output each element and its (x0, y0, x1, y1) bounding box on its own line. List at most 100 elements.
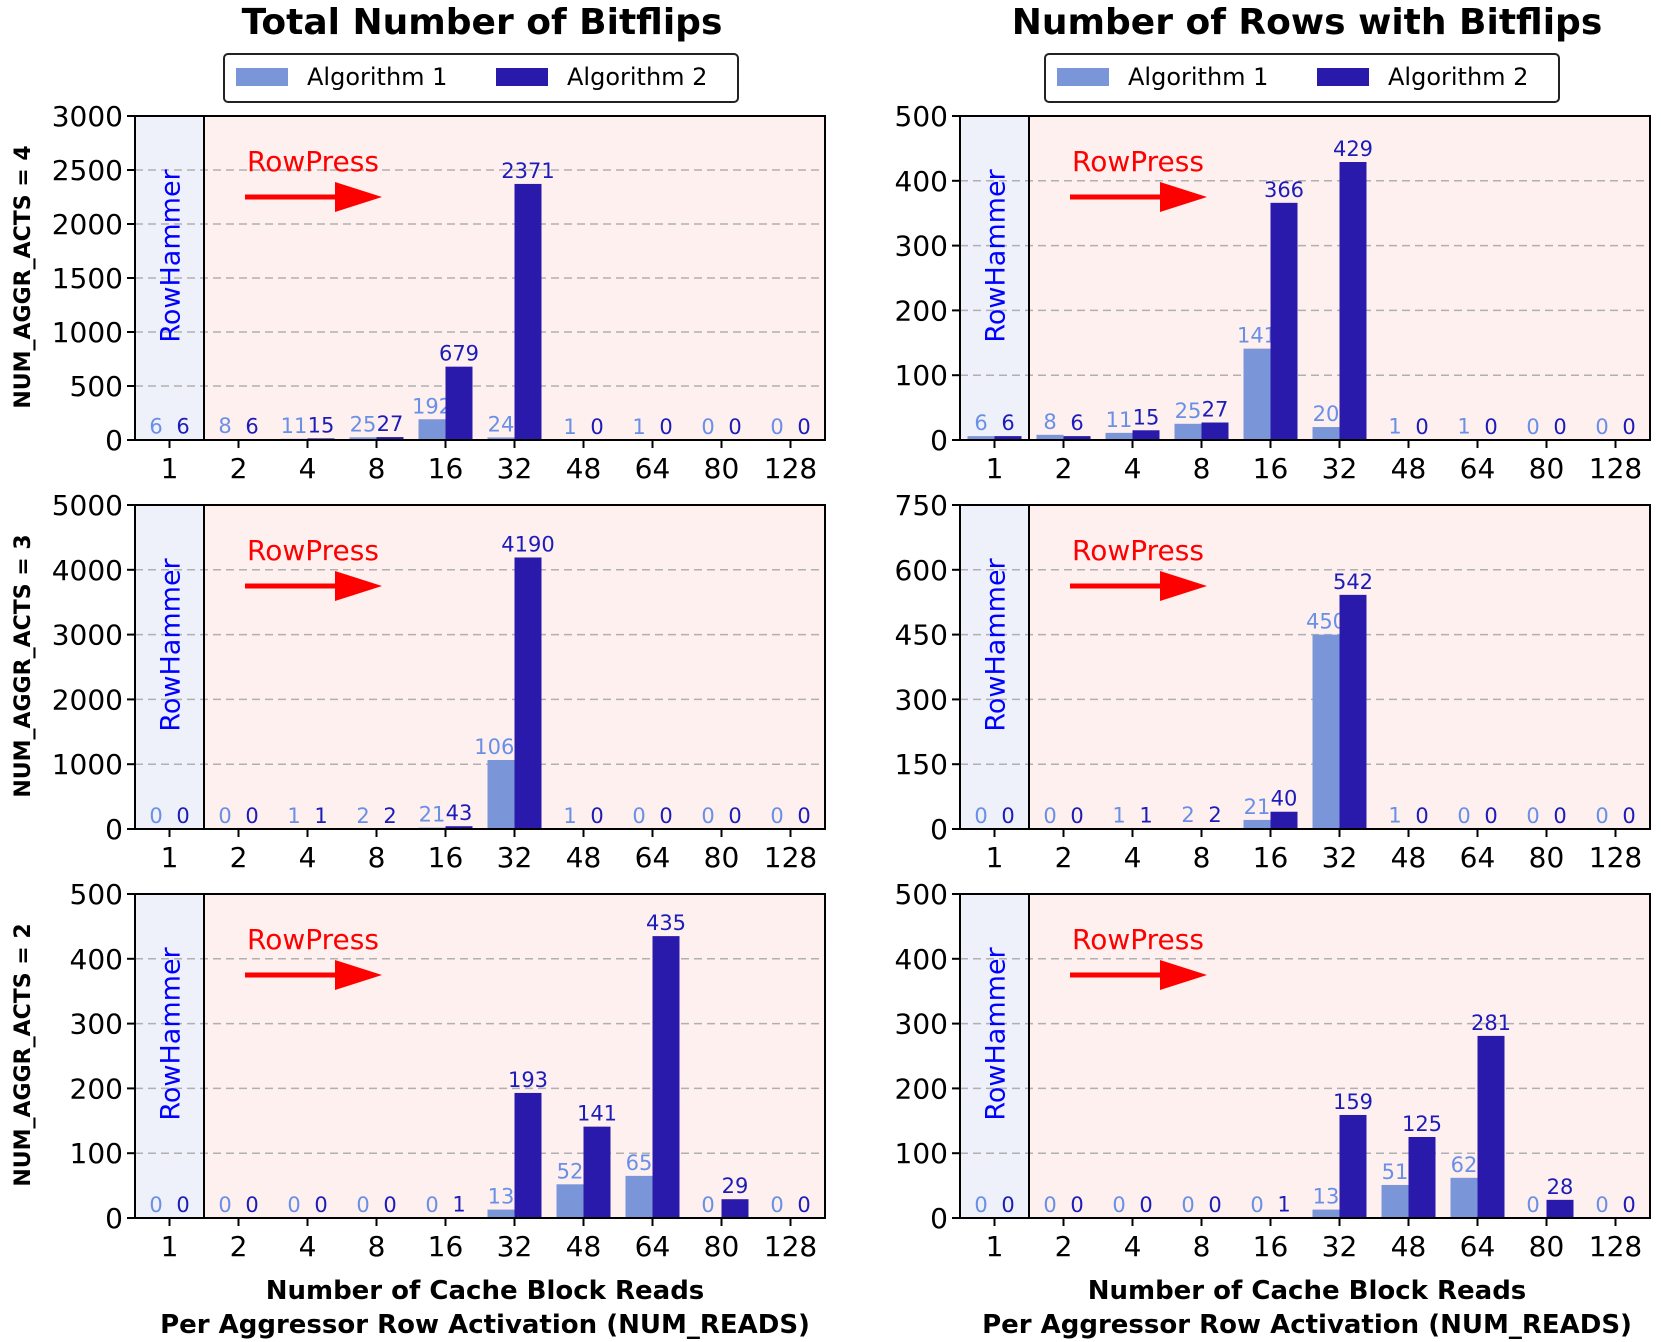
bar-algorithm2 (514, 1092, 542, 1218)
x-tick-label: 80 (704, 452, 740, 485)
value-label-algorithm2: 0 (797, 415, 810, 439)
bar-algorithm1 (418, 419, 446, 440)
legend-swatch-algorithm2 (496, 68, 548, 86)
value-label-algorithm1: 0 (974, 1193, 987, 1217)
x-tick-label: 48 (566, 841, 602, 874)
x-tick-label: 1 (161, 1230, 179, 1263)
value-label-algorithm2: 125 (1402, 1112, 1442, 1136)
bar-algorithm1 (1312, 1209, 1340, 1218)
value-label-algorithm1: 25 (350, 412, 377, 436)
y-tick-label: 0 (930, 813, 948, 846)
y-tick-label: 400 (895, 165, 948, 198)
y-tick-label: 200 (895, 1072, 948, 1105)
x-tick-label: 2 (230, 841, 248, 874)
x-tick-label: 32 (497, 452, 533, 485)
value-label-algorithm2: 6 (245, 414, 258, 438)
y-tick-label: 2000 (52, 208, 123, 241)
value-label-algorithm2: 6 (1070, 411, 1083, 435)
value-label-algorithm1: 25 (1175, 399, 1202, 423)
plot-frame (959, 115, 1651, 441)
rowpress-arrow-head (335, 182, 382, 212)
value-label-algorithm2: 0 (383, 1193, 396, 1217)
value-label-algorithm2: 0 (1070, 804, 1083, 828)
value-label-algorithm2: 159 (1333, 1090, 1373, 1114)
rowpress-arrow-head (335, 960, 382, 990)
x-tick-label: 48 (1391, 841, 1427, 874)
y-tick-label: 450 (895, 619, 948, 652)
value-label-algorithm2: 2 (383, 804, 396, 828)
x-tick-label: 128 (1589, 452, 1642, 485)
bar-algorithm2 (1270, 202, 1298, 440)
rowhammer-region (960, 116, 1029, 440)
value-label-algorithm2: 0 (1553, 804, 1566, 828)
value-label-algorithm1: 0 (1112, 1193, 1125, 1217)
value-label-algorithm1: 0 (701, 415, 714, 439)
value-label-algorithm1: 21 (1244, 795, 1271, 819)
bar-algorithm1 (967, 436, 995, 440)
row-label-aggr-acts-3: NUM_AGGR_ACTS = 3 (11, 534, 36, 797)
value-label-algorithm1: 0 (1595, 804, 1608, 828)
value-label-algorithm2: 2 (1208, 803, 1221, 827)
y-tick-label: 100 (895, 359, 948, 392)
x-tick-label: 2 (230, 1230, 248, 1263)
y-tick-label: 300 (895, 683, 948, 716)
value-label-algorithm2: 0 (1001, 1193, 1014, 1217)
bar-algorithm1 (349, 437, 377, 440)
y-tick-label: 400 (895, 943, 948, 976)
x-tick-label: 8 (368, 841, 386, 874)
bar-algorithm2 (1477, 1035, 1505, 1218)
bar-algorithm2 (721, 1199, 749, 1218)
y-tick-label: 3000 (52, 619, 123, 652)
value-label-algorithm1: 0 (218, 1193, 231, 1217)
value-label-algorithm2: 0 (245, 804, 258, 828)
bar-algorithm2 (652, 936, 680, 1218)
y-tick-label: 1500 (52, 262, 123, 295)
plot-frame (134, 504, 826, 830)
bar-algorithm2 (376, 437, 404, 440)
legend-left: Algorithm 1 Algorithm 2 (223, 53, 739, 103)
value-label-algorithm2: 0 (1484, 415, 1497, 439)
x-tick-label: 1 (161, 841, 179, 874)
rowhammer-region (960, 894, 1029, 1218)
value-label-algorithm2: 40 (1271, 787, 1298, 811)
bar-algorithm1 (487, 759, 515, 829)
value-label-algorithm1: 2 (1181, 803, 1194, 827)
value-label-algorithm1: 0 (974, 804, 987, 828)
value-label-algorithm1: 0 (1595, 415, 1608, 439)
y-tick-label: 2500 (52, 154, 123, 187)
bar-algorithm2 (445, 366, 473, 440)
x-tick-label: 16 (428, 452, 464, 485)
legend-frame (1044, 53, 1560, 103)
x-axis-label-line1-left: Number of Cache Block Reads (266, 1276, 705, 1306)
y-tick-label: 0 (105, 424, 123, 457)
legend-right: Algorithm 1 Algorithm 2 (1044, 53, 1560, 103)
value-label-algorithm1: 0 (425, 1193, 438, 1217)
value-label-algorithm2: 4190 (501, 532, 554, 556)
value-label-algorithm1: 1 (563, 415, 576, 439)
bar-algorithm2 (1546, 1199, 1574, 1218)
x-tick-label: 1 (986, 841, 1004, 874)
value-label-algorithm1: 0 (1181, 1193, 1194, 1217)
value-label-algorithm1: 0 (770, 804, 783, 828)
x-tick-label: 1 (986, 1230, 1004, 1263)
value-label-algorithm1: 20 (1313, 402, 1340, 426)
rowpress-annotation: RowPress (247, 923, 379, 956)
value-label-algorithm1: 0 (287, 1193, 300, 1217)
value-label-algorithm1: 0 (632, 804, 645, 828)
x-axis-label-line1-right: Number of Cache Block Reads (1088, 1276, 1527, 1306)
x-tick-label: 32 (1322, 1230, 1358, 1263)
y-tick-label: 400 (70, 943, 123, 976)
value-label-algorithm1: 21 (419, 803, 446, 827)
value-label-algorithm1: 0 (218, 804, 231, 828)
x-tick-label: 8 (368, 452, 386, 485)
x-tick-label: 64 (1460, 841, 1496, 874)
rowhammer-annotation: RowHammer (981, 168, 1012, 342)
value-label-algorithm1: 8 (1043, 410, 1056, 434)
value-label-algorithm2: 193 (508, 1068, 548, 1092)
x-tick-label: 1 (161, 452, 179, 485)
legend-label-algorithm2: Algorithm 2 (567, 63, 707, 91)
value-label-algorithm1: 192 (412, 394, 452, 418)
